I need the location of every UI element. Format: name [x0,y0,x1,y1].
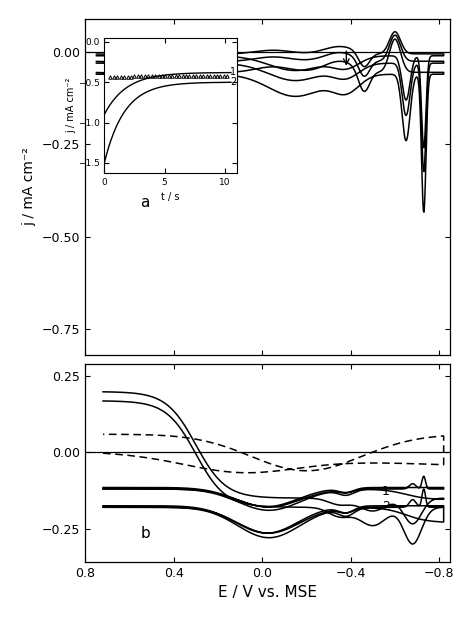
Y-axis label: j / mA cm⁻²: j / mA cm⁻² [66,77,76,133]
Text: 1st: 1st [194,52,210,62]
Text: 2nd: 2nd [205,61,225,71]
Text: 2: 2 [230,77,236,87]
Text: b: b [141,526,150,541]
Text: 1: 1 [230,67,236,77]
Text: 2: 2 [382,501,390,513]
Y-axis label: j / mA cm⁻²: j / mA cm⁻² [22,148,36,226]
Text: 4th: 4th [214,70,231,80]
Text: 1: 1 [382,485,390,498]
X-axis label: t / s: t / s [161,192,180,202]
Text: a: a [141,195,150,210]
X-axis label: E / V vs. MSE: E / V vs. MSE [219,585,317,600]
